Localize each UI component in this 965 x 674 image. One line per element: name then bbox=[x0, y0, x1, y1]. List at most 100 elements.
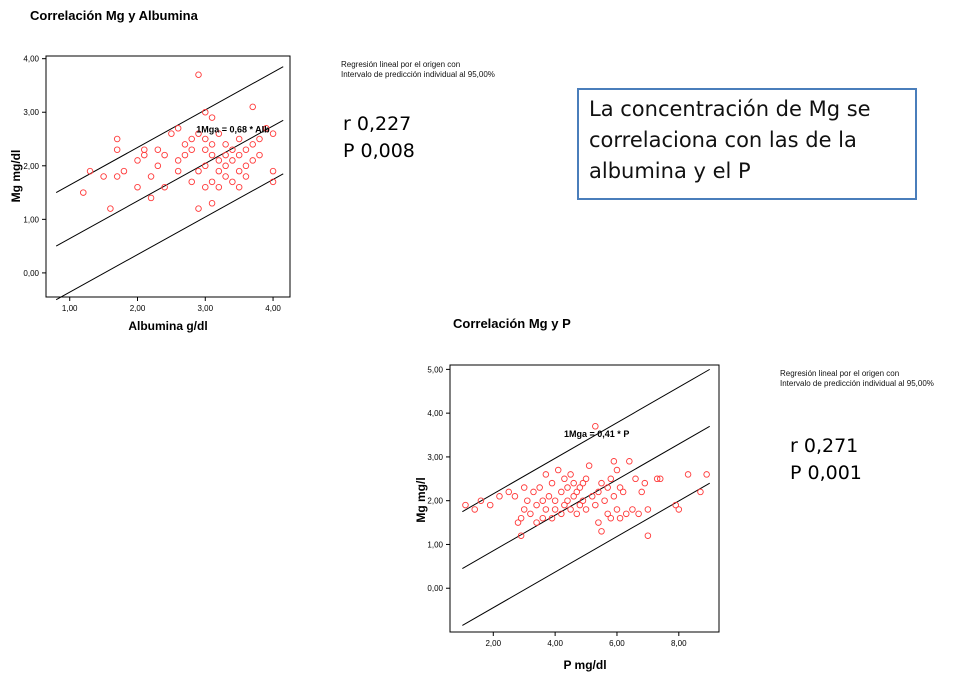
chart2-data-point bbox=[517, 532, 525, 539]
chart2-data-point bbox=[539, 514, 547, 522]
chart1-data-point bbox=[215, 167, 223, 175]
chart2-ticks: 2,00 4,00 6,00 8,00 0,00 1,00 2,00 3,00 4,00 5,00 bbox=[427, 365, 687, 648]
chart2-data-point bbox=[533, 501, 540, 509]
chart1-data-point bbox=[222, 173, 229, 180]
chart1-r-value: r 0,227 bbox=[343, 113, 412, 135]
chart1-data-point bbox=[202, 183, 209, 191]
chart2-data-point bbox=[657, 475, 664, 483]
chart1-data-point bbox=[263, 125, 270, 132]
chart1-data-point bbox=[269, 167, 277, 175]
chart2-data-point bbox=[564, 497, 571, 504]
chart2-title: Correlación Mg y P bbox=[453, 316, 571, 331]
chart2-data-point bbox=[511, 493, 519, 500]
chart2-regression-note-line-1: Regresión lineal por el origen con bbox=[780, 369, 900, 378]
chart2-data-point bbox=[554, 466, 562, 474]
chart2-prediction-limit-line bbox=[462, 482, 710, 626]
chart1-data-point bbox=[195, 130, 202, 137]
chart2-data-point bbox=[592, 423, 599, 430]
chart2-data-point bbox=[610, 493, 618, 500]
chart1-data-point bbox=[256, 135, 263, 143]
chart2-data-point bbox=[610, 458, 618, 465]
chart1-y-tick-label: 4,00 bbox=[23, 55, 39, 64]
chart2-data-point bbox=[576, 484, 584, 491]
chart1-data-point bbox=[229, 157, 236, 164]
chart2-data-point bbox=[514, 519, 522, 526]
chart1-data-point bbox=[100, 173, 107, 180]
chart2-fit-label: 1Mga = 0,41 * P bbox=[564, 429, 629, 439]
chart1-data-point bbox=[269, 130, 277, 137]
chart1-data-point bbox=[256, 151, 263, 159]
chart2-y-tick-label: 1,00 bbox=[427, 540, 443, 549]
chart2-data-point bbox=[613, 506, 621, 513]
chart2-data-point bbox=[644, 506, 652, 513]
chart2-data-point bbox=[542, 471, 550, 478]
chart1-data-point bbox=[188, 135, 195, 143]
chart2-data-point bbox=[573, 510, 581, 518]
chart2-data-point bbox=[579, 479, 587, 487]
chart2-data-point bbox=[573, 488, 581, 496]
chart1-fit-label: 1Mga = 0,68 * Alb bbox=[196, 125, 270, 135]
chart1-data-point bbox=[195, 167, 202, 175]
chart2-data-point bbox=[536, 484, 543, 491]
chart1-prediction-lines bbox=[55, 66, 284, 301]
chart1-data-point bbox=[202, 162, 209, 170]
chart1-data-point bbox=[202, 108, 209, 116]
chart1-data-point bbox=[188, 178, 195, 186]
chart1-data-point bbox=[242, 173, 250, 180]
chart2-data-point bbox=[626, 458, 633, 465]
chart2-p-value: P 0,001 bbox=[790, 462, 862, 484]
chart1-data-point bbox=[154, 146, 162, 153]
chart1-data-point bbox=[120, 167, 128, 175]
chart1-data-point bbox=[113, 146, 121, 153]
chart2-data-point bbox=[486, 501, 494, 509]
chart2-data-point bbox=[653, 475, 661, 483]
chart1-data-point bbox=[249, 157, 256, 164]
chart2-data-point bbox=[567, 506, 574, 513]
chart2-data-point bbox=[598, 528, 605, 535]
chart2-data-point bbox=[567, 471, 574, 478]
chart1-data-point bbox=[202, 146, 209, 153]
chart2-data-point bbox=[558, 510, 565, 518]
chart2-data-point bbox=[570, 479, 577, 487]
chart1-data-point bbox=[134, 157, 141, 164]
chart1-data-point bbox=[147, 173, 155, 180]
chart1-prediction-limit-line bbox=[55, 66, 284, 194]
chart1-data-point bbox=[235, 183, 243, 191]
chart1-regression-note: Regresión lineal por el origen con Inter… bbox=[341, 60, 495, 80]
callout-line-2: correlaciona con las de la bbox=[589, 128, 857, 152]
chart1-data-point bbox=[222, 151, 229, 159]
chart1-data-point bbox=[229, 146, 236, 153]
chart2-stats: r 0,271 P 0,001 bbox=[790, 433, 862, 487]
chart2-y-tick-label: 4,00 bbox=[427, 409, 443, 418]
chart1-data-point bbox=[181, 141, 189, 148]
chart2-data-point bbox=[477, 497, 485, 504]
chart2-data-point bbox=[582, 475, 590, 483]
chart1-p-value: P 0,008 bbox=[343, 140, 415, 162]
chart1-plot-frame bbox=[45, 55, 291, 298]
chart2-data-point bbox=[607, 514, 615, 522]
chart2-data-point bbox=[576, 501, 584, 509]
chart2-data-point bbox=[548, 514, 556, 522]
chart2-x-tick-label: 6,00 bbox=[609, 639, 625, 648]
chart2-prediction-lines bbox=[462, 368, 710, 626]
chart2-y-tick-label: 3,00 bbox=[427, 453, 443, 462]
chart2-y-tick-label: 0,00 bbox=[427, 584, 443, 593]
chart1-data-point bbox=[229, 178, 236, 186]
chart2-r-value: r 0,271 bbox=[790, 435, 859, 457]
chart2-data-point bbox=[601, 497, 608, 504]
chart2-prediction-limit-line bbox=[462, 368, 710, 513]
chart2-data-point bbox=[545, 493, 553, 500]
chart1-data-point bbox=[134, 183, 141, 191]
chart2-data-point bbox=[604, 484, 611, 491]
chart1-x-tick-label: 4,00 bbox=[265, 304, 281, 313]
chart2-data-point bbox=[551, 506, 559, 513]
chart2-data-point bbox=[697, 488, 704, 496]
chart1-x-tick-label: 2,00 bbox=[130, 304, 146, 313]
chart1-data-point bbox=[174, 157, 182, 164]
chart2-data-point bbox=[616, 484, 624, 491]
chart2-data-point bbox=[595, 519, 602, 526]
chart2-data-point bbox=[675, 506, 683, 513]
chart1-title: Correlación Mg y Albumina bbox=[30, 8, 198, 23]
callout-line-1: La concentración de Mg se bbox=[589, 97, 871, 121]
chart1-ticks: 1,00 2,00 3,00 4,00 0,00 1,00 2,00 3,00 4,00 bbox=[23, 55, 281, 313]
